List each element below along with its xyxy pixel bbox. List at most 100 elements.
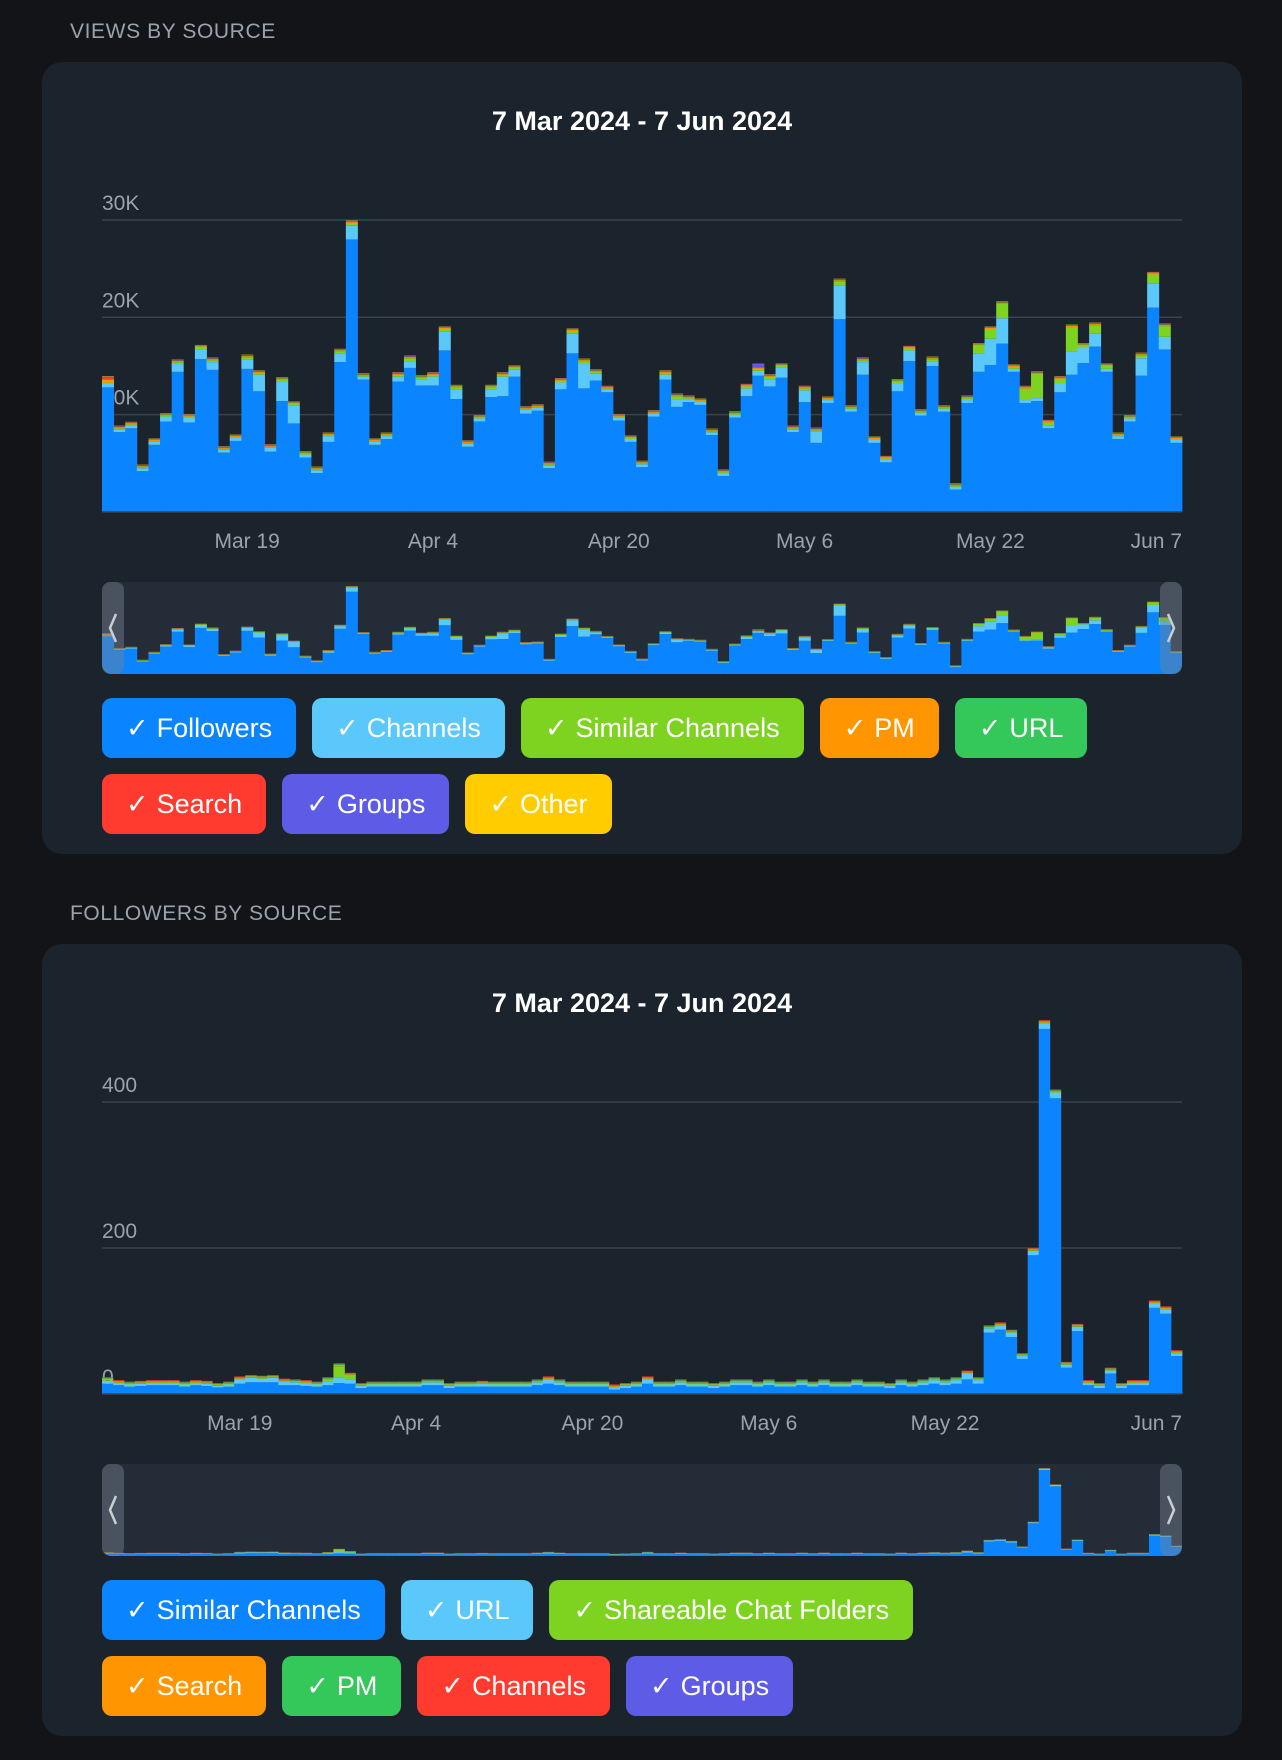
navigator-bar-segment [1089, 620, 1102, 625]
navigator-left-handle[interactable] [102, 1464, 124, 1556]
navigator-bar-segment [473, 645, 486, 647]
navigator-bar-segment [884, 1554, 896, 1555]
legend-toggle-followers[interactable]: ✓ Followers [102, 698, 297, 758]
bar-segment-channels [774, 1381, 786, 1383]
navigator-bar-segment [697, 1553, 709, 1555]
navigator-bar-segment [531, 1553, 544, 1556]
navigator-bar-segment [705, 650, 718, 674]
bar-segment-pm [102, 379, 115, 383]
bar-segment-similar-channels [630, 1386, 643, 1394]
bar-segment-channels [914, 412, 927, 416]
bar-segment-url [113, 1383, 125, 1386]
navigator-bar-segment [741, 1553, 753, 1556]
bar-segment-similar-channels [498, 1386, 511, 1394]
legend-toggle-pm[interactable]: ✓ PM [282, 1656, 402, 1716]
bar-segment-followers [415, 385, 428, 512]
bar-segment-url [410, 1384, 422, 1387]
navigator-bar-segment [345, 587, 358, 592]
bar-segment-search [102, 377, 115, 380]
legend-toggle-shareable-chat-folders[interactable]: ✓ Shareable Chat Folders [549, 1580, 914, 1640]
navigator-bar-segment [694, 640, 707, 642]
bar-segment-followers [531, 410, 544, 512]
bar-segment-followers [229, 440, 242, 512]
legend-toggle-groups[interactable]: ✓ Groups [282, 774, 450, 834]
navigator-bar-segment [498, 1554, 511, 1556]
bar-segment-channels [146, 1380, 158, 1381]
bar-segment-channels [785, 1381, 797, 1383]
legend-toggle-similar-channels[interactable]: ✓ Similar Channels [520, 698, 804, 758]
bar-segment-pm [183, 415, 196, 417]
navigator-bar-segment [880, 658, 893, 660]
bar-segment-url [366, 1384, 378, 1387]
legend-toggle-url[interactable]: ✓ URL [954, 698, 1088, 758]
bar-segment-search [818, 1380, 830, 1382]
bar-segment-pm [256, 1376, 268, 1378]
navigator-bar-segment [928, 1553, 940, 1556]
navigator-bar-segment [427, 633, 440, 636]
bar-segment-followers [845, 411, 858, 512]
navigator-bar-segment [136, 660, 149, 662]
bar-segment-channels [810, 431, 823, 443]
bar-segment-shareable-chat-folders [344, 1375, 356, 1380]
legend-toggle-channels[interactable]: ✓ Channels [417, 1656, 611, 1716]
bar-segment-url [1049, 1092, 1062, 1099]
bar-segment-pm [415, 376, 428, 378]
legend-toggle-search[interactable]: ✓ Search [102, 1656, 267, 1716]
legend-toggle-search[interactable]: ✓ Search [102, 774, 267, 834]
bar-segment-search [201, 1382, 213, 1384]
navigator-left-handle[interactable] [102, 582, 124, 674]
navigator-track [102, 1464, 1182, 1556]
bar-segment-pm [520, 407, 533, 409]
navigator-bar-segment [399, 1554, 411, 1556]
bar-segment-pm [542, 1377, 555, 1378]
bar-segment-similar-channels [135, 1385, 147, 1394]
legend-toggle-similar-channels[interactable]: ✓ Similar Channels [102, 1580, 385, 1640]
range-navigator[interactable] [102, 582, 1182, 674]
navigator-right-handle[interactable] [1160, 582, 1182, 674]
navigator-bar-segment [682, 639, 695, 641]
bar-segment-search [542, 1377, 555, 1379]
range-navigator[interactable] [102, 1464, 1182, 1556]
bar-segment-pm [851, 1380, 863, 1381]
navigator-bar-segment [276, 634, 289, 635]
bar-segment-shareable-chat-folders [355, 1385, 367, 1386]
navigator-bar-segment [741, 1553, 753, 1554]
navigator-bar-segment [1077, 623, 1090, 625]
bar-segment-url [201, 1383, 213, 1386]
legend-toggle-groups[interactable]: ✓ Groups [626, 1656, 794, 1716]
legend-toggle-channels[interactable]: ✓ Channels [312, 698, 505, 758]
legend-toggle-url[interactable]: ✓ URL [400, 1580, 534, 1640]
bar-segment-followers [984, 365, 997, 512]
bar-segment-url [994, 1325, 1007, 1330]
bar-segment-url [377, 1384, 389, 1387]
navigator-bar-segment [1158, 624, 1171, 674]
legend-label: Groups [680, 1670, 770, 1701]
bar-segment-pm [252, 371, 265, 373]
followers-chart-title: 7 Mar 2024 - 7 Jun 2024 [491, 988, 793, 1018]
bar-segment-similar-channels [223, 1386, 235, 1394]
bar-segment-search [807, 1383, 819, 1384]
navigator-right-handle[interactable] [1160, 1464, 1182, 1556]
navigator-bar-segment [531, 642, 544, 644]
bar-segment-followers [160, 421, 173, 512]
bar-segment-pm [146, 1380, 158, 1382]
bar-segment-followers [1007, 371, 1020, 512]
bar-segment-pm [311, 1382, 323, 1384]
bar-segment-similar-channels [774, 1386, 786, 1394]
bar-segment-shareable-chat-folders [917, 1381, 929, 1383]
bar-segment-url [597, 1384, 610, 1387]
legend-label: Channels [471, 1670, 587, 1701]
navigator-bar-segment [1071, 1541, 1084, 1556]
bar-segment-shareable-chat-folders [829, 1383, 841, 1385]
bar-segment-pm [450, 386, 463, 388]
bar-segment-similar-channels [1065, 327, 1078, 352]
legend-toggle-other[interactable]: ✓ Other [465, 774, 612, 834]
legend-toggle-pm[interactable]: ✓ PM [819, 698, 939, 758]
bar-segment-url [840, 1384, 852, 1387]
bar-segment-similar-channels [256, 1382, 268, 1394]
bar-segment-pm [785, 1382, 797, 1384]
navigator-bar-segment [796, 1553, 808, 1556]
navigator-bar-segment [833, 604, 846, 606]
